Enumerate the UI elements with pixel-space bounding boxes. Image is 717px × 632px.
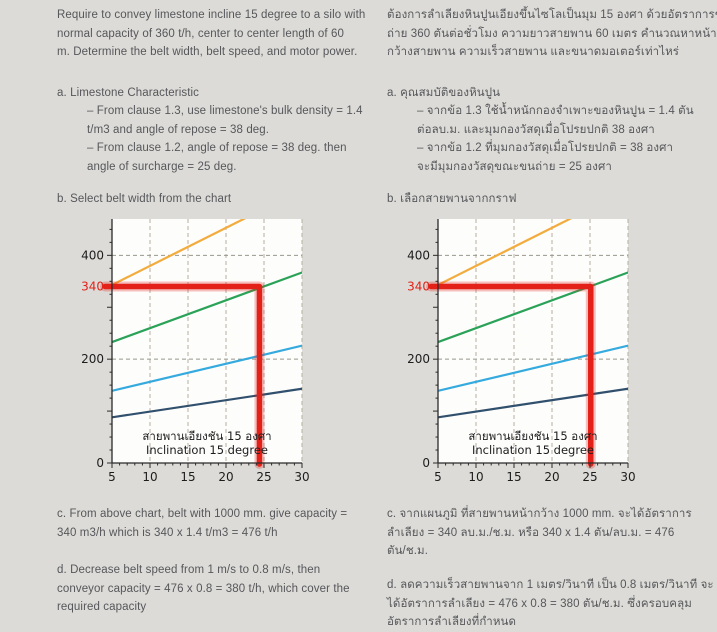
svg-text:340: 340 [81, 279, 104, 293]
svg-text:15: 15 [180, 470, 195, 484]
section-a-heading-en: a. Limestone Characteristic [57, 87, 200, 99]
svg-text:400: 400 [81, 248, 104, 262]
body-line: d. Decrease belt speed from 1 m/s to 0.8… [57, 564, 321, 576]
svg-text:0: 0 [422, 456, 430, 470]
section-d-body-th: d. ลดความเร็วสายพานจาก 1 เมตร/วินาที เป็… [387, 576, 714, 632]
section-d-body-en: d. Decrease belt speed from 1 m/s to 0.8… [57, 561, 350, 617]
bullet-line: จะมีมุมกองวัสดุขณะขนถ่าย = 25 องศา [417, 160, 612, 173]
bullet-line: angle of surcharge = 25 deg. [87, 160, 237, 173]
section-c-body-th: c. จากแผนภูมิ ที่สายพานหน้ากว้าง 1000 mm… [387, 505, 692, 561]
intro-line: ต้องการลำเลียงหินปูนเอียงขึ้นไซโลเป็นมุม… [387, 9, 717, 21]
svg-text:25: 25 [582, 470, 597, 484]
section-b-heading-th: b. เลือกสายพานจากกราฟ [387, 193, 517, 205]
svg-text:5: 5 [108, 470, 116, 484]
svg-text:10: 10 [142, 470, 157, 484]
svg-text:20: 20 [544, 470, 559, 484]
svg-text:400: 400 [407, 248, 430, 262]
svg-text:20: 20 [218, 470, 233, 484]
intro-line: normal capacity of 360 t/h, center to ce… [57, 27, 344, 40]
svg-text:200: 200 [81, 352, 104, 366]
bullet-line: – From clause 1.2, angle of repose = 38 … [87, 142, 347, 154]
svg-text:Inclination 15 degree: Inclination 15 degree [472, 443, 594, 457]
intro-paragraph-th: ต้องการลำเลียงหินปูนเอียงขึ้นไซโลเป็นมุม… [387, 6, 717, 62]
bullet-line: – จากข้อ 1.2 ที่มุมกองวัสดุเมื่อโปรยปกติ… [417, 142, 674, 154]
intro-line: m. Determine the belt width, belt speed,… [57, 46, 358, 58]
bullet-line: ต่อลบ.ม. และมุมกองวัสดุเมื่อโปรยปกติ 38 … [417, 123, 655, 136]
section-c-body-en: c. From above chart, belt with 1000 mm. … [57, 505, 347, 542]
intro-line: ถ่าย 360 ตันต่อชั่วโมง ความยาวสายพาน 60 … [387, 27, 717, 40]
svg-text:25: 25 [256, 470, 271, 484]
body-line: ได้อัตราการลำเลียง = 476 x 0.8 = 380 ตัน… [387, 597, 692, 610]
svg-text:340: 340 [407, 279, 430, 293]
svg-text:5: 5 [434, 470, 442, 484]
body-line: c. From above chart, belt with 1000 mm. … [57, 508, 348, 520]
bullet-line: t/m3 and angle of repose = 38 deg. [87, 123, 270, 136]
svg-text:สายพานเอียงชัน 15 องศา: สายพานเอียงชัน 15 องศา [468, 429, 597, 443]
body-line: d. ลดความเร็วสายพานจาก 1 เมตร/วินาที เป็… [387, 579, 714, 591]
body-line: c. จากแผนภูมิ ที่สายพานหน้ากว้าง 1000 mm… [387, 508, 692, 520]
body-line: 340 m3/h which is 340 x 1.4 t/m3 = 476 t… [57, 526, 278, 539]
chart-svg: 5 10 15 20 25 30 0 200 400 340 สายพานเอียงชัน 15 อ… [81, 219, 310, 484]
bullet-line: – From clause 1.3, use limestone's bulk … [87, 105, 363, 117]
svg-text:15: 15 [506, 470, 521, 484]
bullet-line: – จากข้อ 1.3 ใช้น้ำหนักกองจำเพาะของหินปู… [417, 105, 694, 117]
svg-text:200: 200 [407, 352, 430, 366]
section-a-body-th: – จากข้อ 1.3 ใช้น้ำหนักกองจำเพาะของหินปู… [417, 102, 694, 176]
body-line: ตัน/ช.ม. [387, 545, 429, 557]
body-line: conveyor capacity = 476 x 0.8 = 380 t/h,… [57, 582, 350, 595]
svg-text:0: 0 [96, 456, 104, 470]
svg-text:10: 10 [468, 470, 483, 484]
section-a-body-en: – From clause 1.3, use limestone's bulk … [87, 102, 363, 176]
belt-capacity-chart-left: 5 10 15 20 25 30 0 200 400 340 สายพานเอียงชัน 15 อ… [72, 213, 324, 495]
svg-text:30: 30 [620, 470, 635, 484]
intro-paragraph-en: Require to convey limestone incline 15 d… [57, 6, 365, 62]
intro-line: Require to convey limestone incline 15 d… [57, 9, 366, 21]
intro-line: กว้างสายพาน ความเร็วสายพาน และขนาดมอเตอร… [387, 46, 680, 58]
section-a-heading-th: a. คุณสมบัติของหินปูน [387, 87, 501, 99]
section-b-heading-en: b. Select belt width from the chart [57, 193, 232, 205]
body-line: ลำเลียง = 340 ลบ.ม./ช.ม. หรือ 340 x 1.4 … [387, 526, 675, 539]
body-line: อัตราการลำเลียงที่กำหนด [387, 616, 517, 628]
chart-svg: 5 10 15 20 25 30 0 200 400 340 สายพานเอียงชัน 15 อ… [407, 219, 636, 484]
svg-text:30: 30 [294, 470, 309, 484]
body-line: required capacity [57, 601, 147, 613]
svg-text:สายพานเอียงชัน 15 องศา: สายพานเอียงชัน 15 องศา [142, 429, 271, 443]
svg-text:Inclination 15 degree: Inclination 15 degree [146, 443, 268, 457]
belt-capacity-chart-right: 5 10 15 20 25 30 0 200 400 340 สายพานเอียงชัน 15 อ… [398, 213, 650, 495]
